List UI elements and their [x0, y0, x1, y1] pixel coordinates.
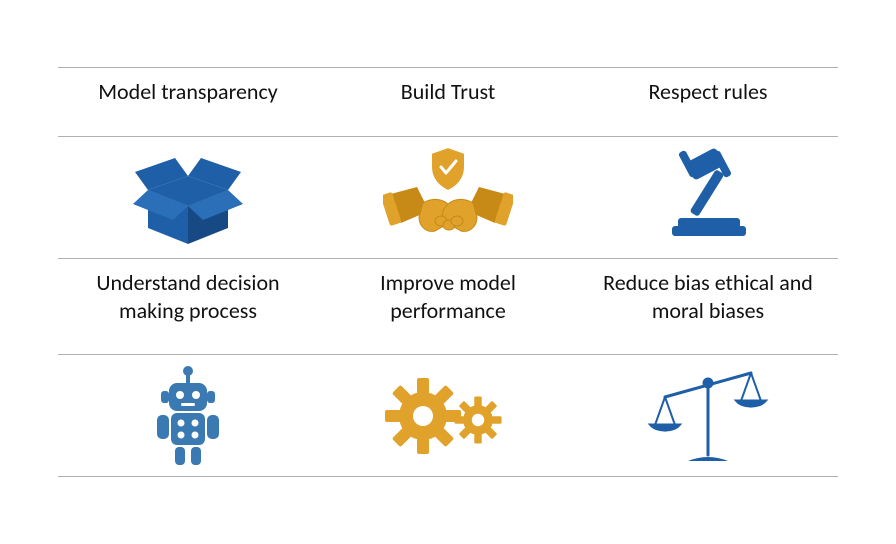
label-cell: Respect rules — [578, 68, 838, 136]
icon-cell — [578, 137, 838, 258]
label-text: Improve model performance — [324, 269, 572, 324]
label-row-2: Understand decision making process Impro… — [58, 258, 838, 354]
icon-cell — [58, 355, 318, 476]
label-text: Model transparency — [98, 78, 277, 106]
box-icon — [133, 148, 243, 248]
robot-icon — [141, 363, 236, 468]
scales-icon — [643, 363, 773, 468]
label-cell: Improve model performance — [318, 259, 578, 354]
label-text: Respect rules — [648, 78, 767, 106]
icon-cell — [318, 355, 578, 476]
handshake-icon — [383, 145, 513, 250]
label-text: Understand decision making process — [64, 269, 312, 324]
label-cell: Understand decision making process — [58, 259, 318, 354]
icon-cell — [318, 137, 578, 258]
icon-cell — [578, 355, 838, 476]
icon-cell — [58, 137, 318, 258]
icon-row-2 — [58, 354, 838, 477]
label-row-1: Model transparency Build Trust Respect r… — [58, 67, 838, 136]
label-cell: Reduce bias ethical and moral biases — [578, 259, 838, 354]
icon-row-1 — [58, 136, 838, 258]
label-cell: Build Trust — [318, 68, 578, 136]
gavel-icon — [648, 148, 768, 248]
label-text: Reduce bias ethical and moral biases — [584, 269, 832, 324]
label-text: Build Trust — [401, 78, 495, 106]
gears-icon — [378, 366, 518, 466]
label-cell: Model transparency — [58, 68, 318, 136]
infographic-table: Model transparency Build Trust Respect r… — [58, 67, 838, 477]
